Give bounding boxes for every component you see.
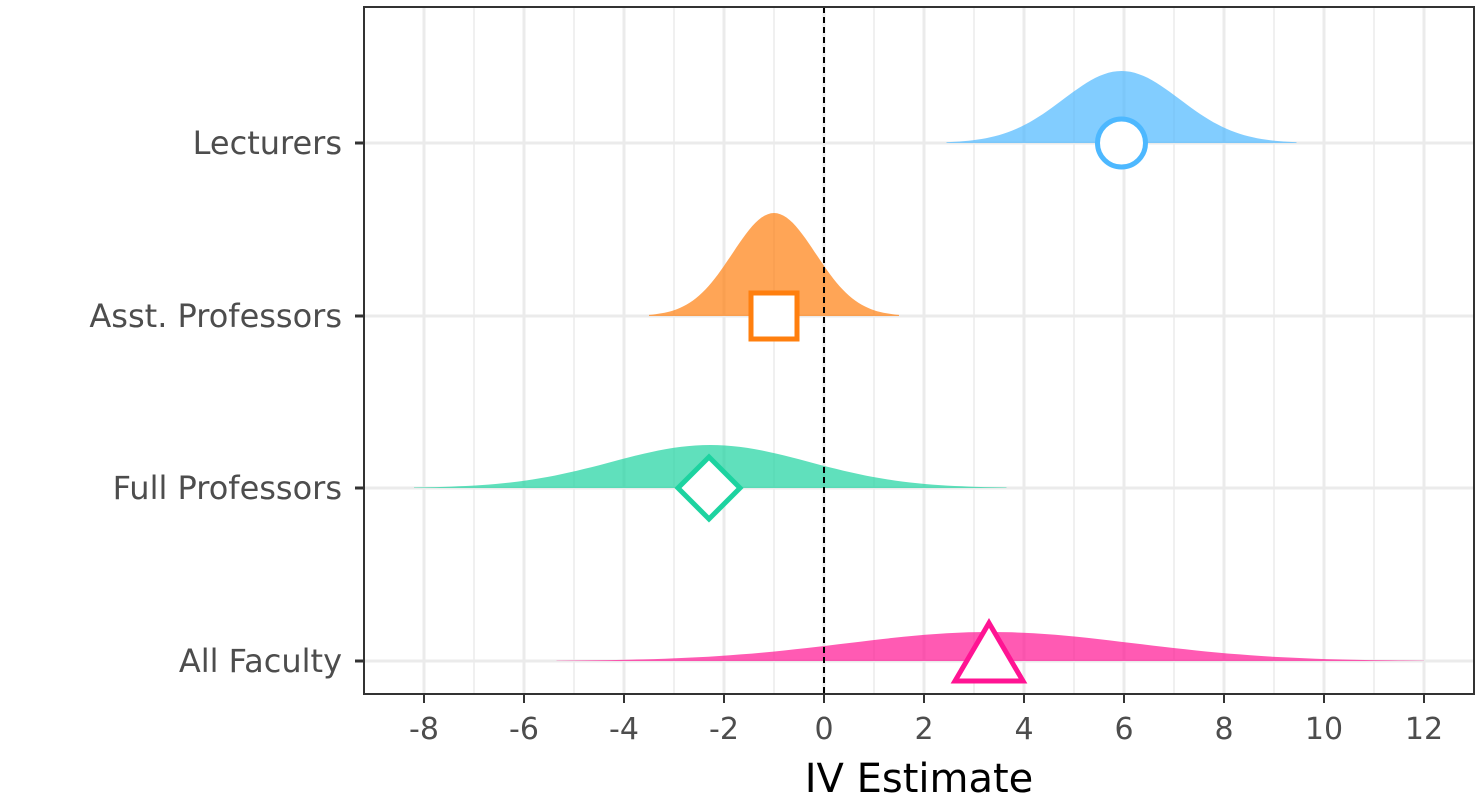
x-tick-label: -4 [609, 712, 639, 747]
y-tick-label: Asst. Professors [89, 297, 342, 335]
x-tick-label: 8 [1214, 712, 1233, 747]
x-tick-label: 12 [1405, 712, 1443, 747]
estimate-marker-triangle [950, 618, 1028, 684]
x-tick-label: -8 [409, 712, 439, 747]
axes: -8 -6 -4 -2 0 2 4 6 8 10 12 Lecturers Asst. Professo… [89, 124, 1443, 747]
density-ridge-lecturers [946, 71, 1297, 143]
panel-border [363, 6, 1475, 695]
x-tick-label: -2 [709, 712, 739, 747]
x-tick-label: 6 [1114, 712, 1133, 747]
estimate-marker-diamond [674, 453, 744, 523]
estimate-marker-circle [1095, 116, 1148, 170]
x-axis-title: IV Estimate [805, 756, 1034, 802]
x-tick-label: 0 [814, 712, 833, 747]
estimate-marker-square [748, 290, 800, 342]
y-tick-label: Lecturers [193, 124, 342, 162]
x-tick-label: 4 [1014, 712, 1033, 747]
x-tick-label: 2 [914, 712, 933, 747]
x-tick-label: -6 [509, 712, 539, 747]
estimate-markers [674, 116, 1148, 684]
density-ridge-asst-professors [649, 213, 899, 316]
x-tick-label: 10 [1305, 712, 1343, 747]
y-tick-label: Full Professors [113, 469, 342, 507]
y-tick-label: All Faculty [179, 642, 342, 680]
